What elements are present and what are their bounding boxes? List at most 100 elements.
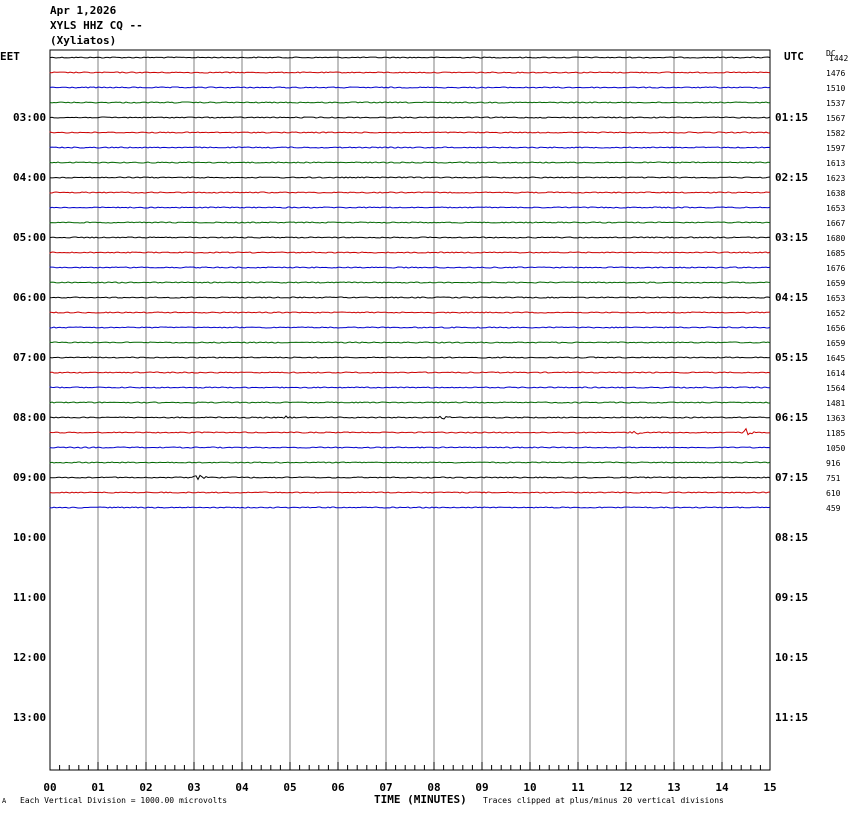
left-hour-label: 12:00	[13, 650, 47, 664]
seismic-trace	[49, 415, 771, 420]
right-hour-label: 06:15	[775, 410, 809, 424]
x-tick-label: 01	[91, 781, 105, 794]
seismic-trace	[49, 206, 771, 209]
dc-offset-value: 1685	[826, 248, 846, 258]
seismic-trace	[49, 281, 771, 284]
seismic-trace	[49, 491, 771, 494]
seismic-trace	[49, 427, 771, 436]
x-tick-label: 04	[235, 781, 249, 794]
dc-offset-value: 1614	[826, 368, 846, 378]
right-hour-label: 01:15	[775, 110, 809, 124]
x-tick-label: 02	[139, 781, 153, 794]
dc-offset-value: 1050	[826, 443, 846, 453]
seismic-trace	[49, 311, 771, 314]
left-hour-label: 07:00	[13, 350, 47, 364]
seismic-trace	[49, 506, 771, 509]
seismic-trace	[49, 386, 770, 389]
left-hour-label: 09:00	[13, 470, 47, 484]
right-hour-label: 02:15	[775, 170, 809, 184]
seismic-trace	[49, 101, 770, 104]
station-code: XYLS HHZ CQ --	[50, 19, 143, 32]
right-hour-label: 10:15	[775, 650, 809, 664]
dc-offset-value: 751	[826, 473, 841, 483]
seismic-trace	[49, 356, 771, 359]
left-hour-label: 13:00	[13, 710, 47, 724]
x-tick-label: 06	[331, 781, 345, 794]
x-tick-label: 03	[187, 781, 201, 794]
x-tick-label: 00	[43, 781, 57, 794]
dc-offset-value: 1638	[826, 188, 846, 198]
seismic-trace	[49, 341, 771, 344]
dc-offset-value: 1481	[826, 398, 846, 408]
seismic-trace	[49, 266, 771, 269]
dc-header: DC	[826, 49, 836, 58]
right-hour-label: 04:15	[775, 290, 809, 304]
right-hour-label: 03:15	[775, 230, 809, 244]
x-tick-label: 07	[379, 781, 393, 794]
footer-mark: A	[2, 797, 7, 805]
seismic-trace	[49, 251, 771, 254]
dc-offset-value: 1659	[826, 338, 846, 348]
station-location: (Xyliatos)	[50, 34, 117, 47]
dc-offset-value: 1363	[826, 413, 846, 423]
left-hour-label: 11:00	[13, 590, 47, 604]
x-tick-label: 05	[283, 781, 297, 794]
left-timezone-label: EET	[0, 50, 20, 63]
dc-offset-value: 1667	[826, 218, 846, 228]
left-hour-label: 03:00	[13, 110, 47, 124]
right-hour-label: 05:15	[775, 350, 809, 364]
dc-offset-value: 1442	[829, 53, 849, 63]
dc-offset-value: 1676	[826, 263, 846, 273]
dc-offset-value: 1652	[826, 308, 846, 318]
right-hour-label: 09:15	[775, 590, 809, 604]
dc-offset-value: 1582	[826, 128, 846, 138]
dc-offset-value: 1680	[826, 233, 846, 243]
seismic-trace	[49, 236, 771, 239]
dc-offset-value: 916	[826, 458, 841, 468]
seismic-trace	[49, 146, 771, 149]
x-tick-label: 08	[427, 781, 441, 794]
x-tick-label: 09	[475, 781, 489, 794]
plot-frame	[49, 49, 771, 771]
x-tick-label: 15	[763, 781, 777, 794]
dc-offset-value: 1613	[826, 158, 846, 168]
right-timezone-label: UTC	[784, 50, 804, 63]
seismic-trace	[49, 446, 771, 449]
dc-offset-value: 1185	[826, 428, 846, 438]
seismic-trace	[49, 326, 771, 329]
x-tick-label: 11	[571, 781, 585, 794]
seismic-trace	[49, 56, 771, 59]
right-hour-label: 07:15	[775, 470, 809, 484]
left-hour-label: 10:00	[13, 530, 47, 544]
plot-date: Apr 1,2026	[50, 4, 117, 17]
dc-offset-value: 610	[826, 488, 841, 498]
dc-offset-value: 1597	[826, 143, 846, 153]
dc-offset-value: 1537	[826, 98, 846, 108]
seismic-trace	[49, 161, 771, 164]
x-axis-title: TIME (MINUTES)	[374, 793, 467, 806]
dc-offset-value: 1659	[826, 278, 846, 288]
dc-offset-value: 459	[826, 503, 841, 513]
seismic-trace	[49, 191, 771, 194]
x-tick-label: 10	[523, 781, 537, 794]
seismic-trace	[49, 176, 771, 179]
x-tick-label: 13	[667, 781, 681, 794]
left-hour-label: 08:00	[13, 410, 47, 424]
seismic-trace	[49, 474, 771, 481]
left-hour-label: 05:00	[13, 230, 47, 244]
seismic-trace	[49, 371, 771, 374]
footer-scale: Each Vertical Division = 1000.00 microvo…	[20, 796, 228, 805]
right-hour-label: 08:15	[775, 530, 809, 544]
right-hour-label: 11:15	[775, 710, 809, 724]
seismic-trace	[49, 71, 771, 74]
dc-offset-value: 1653	[826, 203, 846, 213]
seismic-trace	[49, 461, 771, 464]
seismic-trace	[49, 296, 771, 299]
dc-offset-value: 1564	[826, 383, 846, 393]
dc-offset-value: 1656	[826, 323, 846, 333]
seismic-trace	[49, 401, 770, 404]
dc-offset-value: 1510	[826, 83, 846, 93]
seismic-trace	[49, 86, 771, 89]
x-tick-label: 14	[715, 781, 729, 794]
